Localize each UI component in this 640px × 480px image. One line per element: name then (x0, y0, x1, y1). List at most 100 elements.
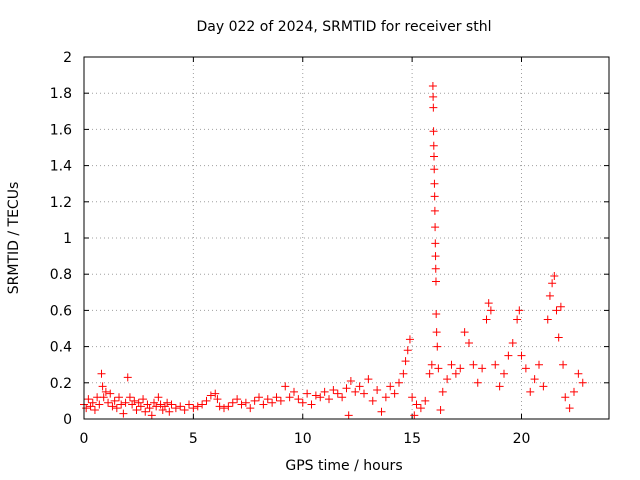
y-tick-label: 0.6 (50, 303, 72, 319)
data-point (504, 351, 513, 360)
data-point (259, 400, 268, 409)
data-point (165, 407, 174, 416)
data-point (431, 264, 440, 273)
data-point (515, 306, 524, 315)
data-point (228, 398, 237, 407)
data-point (430, 179, 439, 188)
data-point (117, 400, 126, 409)
data-point (535, 360, 543, 369)
data-point (255, 393, 263, 402)
data-point (316, 393, 325, 402)
data-point (430, 192, 439, 201)
data-point (554, 333, 563, 342)
data-point (416, 404, 425, 413)
y-tick-label: 0.4 (50, 340, 72, 356)
data-point (386, 382, 395, 391)
data-point (176, 402, 185, 411)
data-point (171, 404, 180, 413)
data-point (290, 387, 298, 396)
data-point (163, 398, 172, 407)
data-point (101, 387, 110, 396)
y-tick-label: 0.2 (50, 376, 72, 392)
data-point (311, 391, 320, 400)
data-point (237, 400, 246, 409)
data-point (346, 376, 355, 385)
data-point (399, 369, 408, 378)
data-point (294, 395, 303, 404)
data-point (147, 411, 156, 420)
data-point (395, 378, 403, 387)
data-point (180, 405, 189, 414)
data-point (432, 328, 441, 337)
data-point (86, 402, 95, 411)
data-point (189, 404, 198, 413)
data-point (344, 411, 353, 420)
data-point (108, 402, 117, 411)
data-point (125, 393, 134, 402)
data-point (98, 382, 107, 391)
data-point (99, 393, 108, 402)
data-point (429, 103, 438, 112)
data-point (351, 387, 360, 396)
y-tick-label: 1 (63, 231, 72, 247)
axis-ticks (83, 56, 609, 420)
data-point (574, 369, 583, 378)
data-point (436, 405, 445, 414)
data-point (432, 310, 441, 319)
data-point (373, 386, 382, 395)
x-tick-label: 10 (294, 431, 312, 447)
data-point (246, 404, 255, 413)
data-point (513, 315, 522, 324)
data-point (250, 396, 259, 405)
data-point (517, 351, 526, 360)
data-point (425, 369, 434, 378)
data-point (508, 338, 517, 347)
data-point (150, 398, 158, 407)
data-point (530, 375, 539, 384)
data-point (84, 395, 93, 404)
data-point (307, 400, 316, 409)
data-point (90, 405, 99, 414)
data-point (469, 360, 478, 369)
data-point (521, 364, 530, 373)
data-point (552, 306, 561, 315)
data-point (403, 346, 412, 355)
data-point (545, 291, 554, 300)
data-point (456, 364, 465, 373)
data-point (112, 404, 121, 413)
data-point (428, 81, 437, 90)
data-point (368, 396, 377, 405)
data-point (381, 393, 390, 402)
x-tick-label: 0 (80, 431, 89, 447)
data-point (134, 398, 143, 407)
y-tick-label: 1.6 (50, 122, 72, 138)
data-point (325, 395, 333, 404)
data-point (198, 400, 207, 409)
y-tick-labels: 0 0.2 0.4 0.6 0.8 1 1.2 1.4 1.6 1.8 2 (50, 50, 72, 428)
data-point (268, 398, 277, 407)
data-point (578, 378, 587, 387)
data-point (119, 409, 128, 418)
data-point (263, 395, 272, 404)
data-point (561, 393, 570, 402)
data-point (430, 165, 439, 174)
data-point (473, 378, 482, 387)
data-point (431, 252, 440, 261)
data-point (486, 306, 495, 315)
data-point (154, 393, 163, 402)
data-point (215, 402, 224, 411)
x-axis-title: GPS time / hours (285, 458, 402, 474)
data-point (550, 272, 559, 281)
data-point (185, 400, 193, 409)
plot-frame (83, 56, 610, 420)
data-point (303, 389, 312, 398)
data-point (202, 396, 211, 405)
data-point (213, 395, 222, 404)
data-point (543, 315, 552, 324)
data-point (136, 402, 145, 411)
data-point (141, 407, 150, 416)
data-point (158, 405, 167, 414)
data-point (106, 389, 115, 398)
